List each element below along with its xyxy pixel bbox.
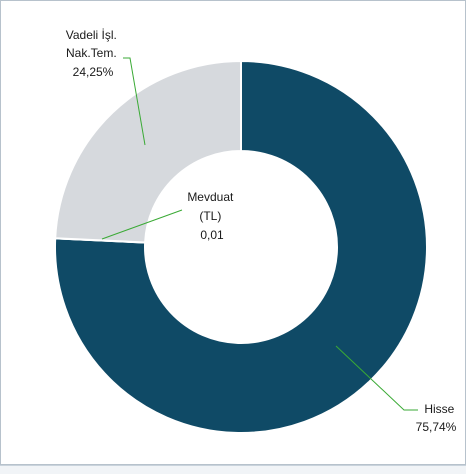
leader-line-hisse [335,345,418,411]
slice-label-hisse: Hisse 75,74% [416,402,458,434]
slice-label-mevduat-unit: (TL) [199,209,221,223]
slice-label-mevduat-name: Mevduat [187,190,234,204]
slice-label-vadeli-name2: Nak.Tem. [66,46,117,60]
slice-hisse [54,59,428,434]
slice-vadeli [54,59,242,244]
slice-label-vadeli-name: Vadeli İşl. [66,28,117,42]
slice-label-mevduat-value: 0,01 [200,228,224,242]
slices-group [54,59,428,434]
slice-label-hisse-value: 75,74% [416,420,457,434]
leader-lines [101,57,418,411]
slice-label-vadeli: Vadeli İşl. Nak.Tem. 24,25% [66,28,120,79]
leader-line-vadeli [123,57,146,146]
slice-label-vadeli-value: 24,25% [73,65,114,79]
slice-label-mevduat: Mevduat (TL) 0,01 [187,190,236,242]
leader-line-mevduat [101,209,183,240]
bottom-scroll-band [0,465,466,474]
slice-label-hisse-name: Hisse [424,402,454,416]
